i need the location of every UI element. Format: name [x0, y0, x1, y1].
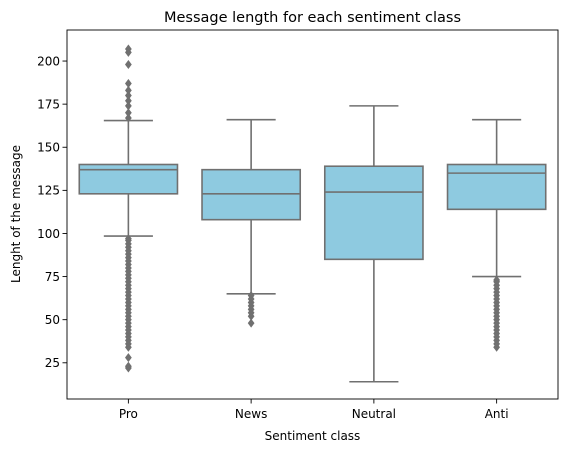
y-tick-label: 25 [45, 356, 60, 370]
x-tick-label: Neutral [352, 407, 396, 421]
y-axis-label: Lenght of the message [9, 145, 23, 283]
outlier-point [125, 85, 132, 95]
box-group-pro [78, 44, 179, 373]
outlier-point [125, 59, 132, 69]
box-group-news [201, 118, 302, 328]
outlier-point [493, 275, 500, 285]
iqr-box [323, 165, 424, 261]
outlier-point [125, 113, 132, 123]
x-axis: Pro News Neutral Anti [119, 399, 509, 421]
x-axis-label: Sentiment class [265, 429, 361, 443]
box-group-anti [446, 118, 547, 352]
chart-title: Message length for each sentiment class [164, 10, 461, 26]
outlier-point [125, 91, 132, 101]
y-tick-label: 175 [37, 97, 60, 111]
y-tick-label: 100 [37, 227, 60, 241]
y-tick-label: 150 [37, 141, 60, 155]
y-axis: 25 50 75 100 125 150 175 200 [37, 54, 67, 370]
y-tick-label: 200 [37, 54, 60, 68]
outlier-point [247, 318, 255, 328]
plot-frame [66, 29, 559, 400]
x-tick-label: Pro [119, 407, 138, 421]
y-tick-label: 50 [45, 313, 60, 327]
outlier-point [125, 108, 132, 118]
outlier-point [125, 353, 132, 363]
x-tick-label: Anti [485, 407, 509, 421]
outlier-point [125, 44, 132, 54]
box-group-neutral [323, 105, 424, 383]
y-tick-label: 75 [45, 270, 60, 284]
outlier-point [125, 361, 132, 371]
plot-layer [78, 44, 547, 383]
iqr-box [446, 163, 547, 211]
outlier-point [247, 291, 255, 301]
outlier-point [125, 78, 132, 88]
y-tick-label: 125 [37, 184, 60, 198]
outlier-point [125, 101, 132, 111]
iqr-box [201, 168, 302, 221]
outlier-point [125, 96, 132, 106]
outlier-point [125, 234, 132, 244]
x-tick-label: News [235, 407, 267, 421]
